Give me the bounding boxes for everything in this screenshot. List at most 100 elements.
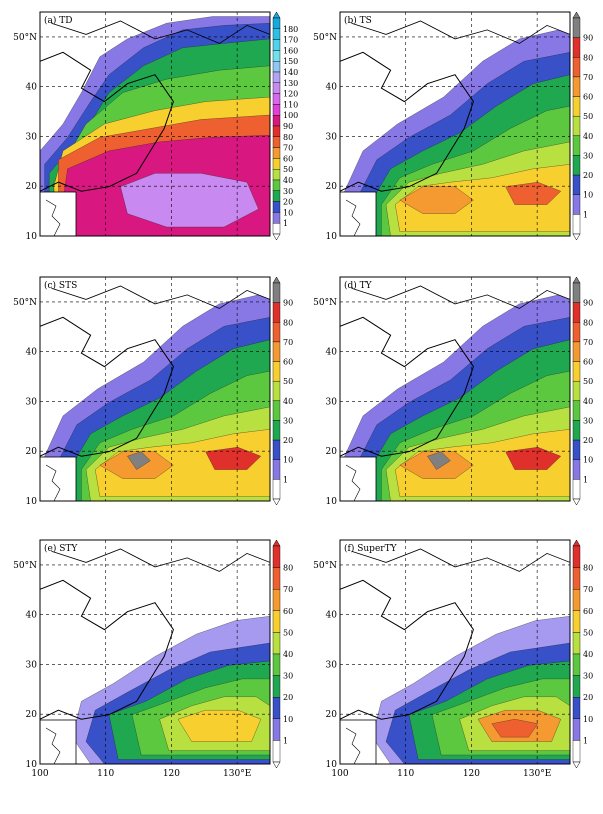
colorbar-tick-label: 50 bbox=[283, 377, 293, 386]
map-panel-1: (a) TD50°N403020101801701601501401301201… bbox=[13, 11, 298, 242]
map-frame bbox=[339, 539, 571, 765]
colorbar-segment bbox=[272, 179, 281, 192]
lat-tick-label: 20 bbox=[26, 447, 38, 457]
colorbar-segment bbox=[572, 420, 581, 441]
colorbar-tick-label: 20 bbox=[283, 198, 293, 207]
colorbar-segment bbox=[572, 214, 581, 235]
lon-tick-label: 100 bbox=[331, 769, 348, 779]
colorbar-segment bbox=[572, 610, 581, 633]
colorbar-top-arrow bbox=[572, 276, 581, 284]
panel-label: (a) TD bbox=[44, 15, 72, 26]
lon-tick-label: 110 bbox=[397, 769, 414, 779]
colorbar-tick-label: 40 bbox=[283, 176, 293, 185]
colorbar-tick-label: 60 bbox=[283, 607, 293, 616]
colorbar-segment bbox=[572, 653, 581, 676]
colorbar-segment bbox=[272, 361, 281, 382]
colorbar-bottom-arrow bbox=[572, 761, 581, 769]
colorbar-segment bbox=[572, 632, 581, 655]
colorbar-tick-label: 90 bbox=[283, 299, 293, 308]
lon-tick-label: 100 bbox=[31, 769, 48, 779]
colorbar-tick-label: 40 bbox=[283, 397, 293, 406]
national-border bbox=[351, 20, 570, 44]
colorbar-tick-label: 1 bbox=[283, 475, 288, 484]
colorbar-segment bbox=[572, 135, 581, 156]
colorbar-tick-label: 20 bbox=[583, 436, 593, 445]
national-border bbox=[51, 548, 270, 572]
colorbar-segment bbox=[272, 479, 281, 500]
colorbar-segment bbox=[272, 201, 281, 213]
colorbar-tick-label: 20 bbox=[283, 436, 293, 445]
colorbar-segment bbox=[572, 37, 581, 58]
lat-tick-label: 10 bbox=[26, 232, 38, 242]
map-frame bbox=[339, 276, 571, 502]
panel-label: (e) STY bbox=[44, 543, 78, 554]
panel-label: (d) TY bbox=[344, 280, 373, 291]
colorbar-tick-label: 50 bbox=[283, 628, 293, 637]
national-border bbox=[51, 20, 270, 44]
lon-tick-label: 130°E bbox=[523, 769, 551, 779]
colorbar-segment bbox=[572, 697, 581, 720]
colorbar-segment bbox=[272, 136, 281, 148]
colorbar-top-arrow bbox=[572, 539, 581, 547]
colorbar-segment bbox=[272, 50, 281, 62]
colorbar-tick-label: 1 bbox=[583, 475, 588, 484]
lat-tick-label: 20 bbox=[26, 182, 38, 192]
colorbar-tick-label: 60 bbox=[283, 154, 293, 163]
lat-tick-label: 10 bbox=[326, 497, 338, 507]
lat-tick-label: 30 bbox=[326, 132, 338, 142]
lon-tick-label: 120 bbox=[163, 769, 180, 779]
colorbar-tick-label: 30 bbox=[283, 187, 293, 196]
colorbar-tick-label: 140 bbox=[283, 68, 298, 77]
colorbar-segment bbox=[272, 740, 281, 763]
lon-tick-label: 130°E bbox=[223, 769, 251, 779]
coastline bbox=[340, 316, 474, 457]
colorbar-segment bbox=[272, 697, 281, 720]
lat-tick-label: 40 bbox=[26, 83, 38, 93]
colorbar-bottom-arrow bbox=[272, 761, 281, 769]
colorbar-tick-label: 10 bbox=[283, 208, 293, 217]
colorbar-tick-label: 70 bbox=[583, 585, 593, 594]
colorbar-segment bbox=[272, 282, 281, 303]
inset-map bbox=[39, 191, 77, 237]
colorbar-tick-label: 1 bbox=[283, 219, 288, 228]
colorbar-segment bbox=[572, 155, 581, 176]
shaded-field bbox=[340, 548, 570, 764]
colorbar-tick-label: 80 bbox=[283, 133, 293, 142]
colorbar-segment bbox=[272, 82, 281, 94]
colorbar-tick-label: 20 bbox=[583, 693, 593, 702]
colorbar-tick-label: 60 bbox=[583, 93, 593, 102]
colorbar-tick-label: 70 bbox=[583, 73, 593, 82]
colorbar-tick-label: 50 bbox=[583, 628, 593, 637]
colorbar-top-arrow bbox=[272, 539, 281, 547]
inset-map bbox=[339, 456, 377, 502]
lat-tick-label: 20 bbox=[326, 710, 338, 720]
colorbar-segment bbox=[272, 567, 281, 590]
lat-tick-label: 10 bbox=[326, 232, 338, 242]
colorbar-tick-label: 10 bbox=[583, 715, 593, 724]
colorbar-segment bbox=[272, 400, 281, 421]
colorbar-tick-label: 170 bbox=[283, 36, 298, 45]
colorbar-segment bbox=[572, 115, 581, 137]
inset-coastline bbox=[345, 464, 361, 502]
colorbar-tick-label: 70 bbox=[283, 144, 293, 153]
colorbar-bottom-arrow bbox=[572, 498, 581, 506]
lat-tick-label: 50°N bbox=[313, 298, 337, 308]
colorbar-tick-label: 20 bbox=[283, 693, 293, 702]
lon-tick-label: 110 bbox=[97, 769, 114, 779]
colorbar-segment bbox=[572, 322, 581, 343]
lat-tick-label: 30 bbox=[26, 660, 38, 670]
colorbar-segment bbox=[572, 479, 581, 500]
shading-level-110 bbox=[120, 173, 259, 228]
colorbar-segment bbox=[572, 380, 581, 402]
colorbar-segment bbox=[272, 93, 281, 105]
colorbar-tick-label: 10 bbox=[283, 456, 293, 465]
lat-tick-label: 20 bbox=[26, 710, 38, 720]
colorbar-top-arrow bbox=[572, 11, 581, 19]
colorbar-segment bbox=[272, 341, 281, 362]
shaded-field bbox=[40, 16, 270, 236]
shading-level-70 bbox=[505, 181, 562, 205]
colorbar-segment bbox=[572, 57, 581, 78]
colorbar-top-arrow bbox=[272, 11, 281, 19]
colorbar-tick-label: 80 bbox=[283, 318, 293, 327]
